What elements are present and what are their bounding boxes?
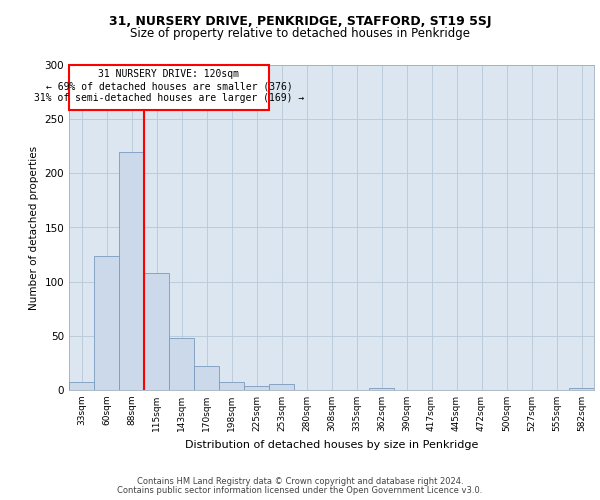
Bar	[144, 273, 169, 390]
Text: 31% of semi-detached houses are larger (169) →: 31% of semi-detached houses are larger (…	[34, 93, 304, 103]
Bar	[194, 366, 219, 390]
Bar	[94, 256, 119, 390]
Y-axis label: Number of detached properties: Number of detached properties	[29, 146, 39, 310]
Bar	[269, 384, 294, 390]
Text: Size of property relative to detached houses in Penkridge: Size of property relative to detached ho…	[130, 28, 470, 40]
Bar	[219, 382, 244, 390]
X-axis label: Distribution of detached houses by size in Penkridge: Distribution of detached houses by size …	[185, 440, 478, 450]
Text: ← 69% of detached houses are smaller (376): ← 69% of detached houses are smaller (37…	[46, 81, 292, 91]
Bar	[69, 65, 269, 110]
Bar	[569, 388, 594, 390]
Bar	[169, 338, 194, 390]
Text: 31 NURSERY DRIVE: 120sqm: 31 NURSERY DRIVE: 120sqm	[98, 70, 239, 80]
Text: Contains HM Land Registry data © Crown copyright and database right 2024.: Contains HM Land Registry data © Crown c…	[137, 477, 463, 486]
Text: 31, NURSERY DRIVE, PENKRIDGE, STAFFORD, ST19 5SJ: 31, NURSERY DRIVE, PENKRIDGE, STAFFORD, …	[109, 15, 491, 28]
Bar	[69, 382, 94, 390]
Text: Contains public sector information licensed under the Open Government Licence v3: Contains public sector information licen…	[118, 486, 482, 495]
Bar	[244, 386, 269, 390]
Bar	[119, 152, 144, 390]
Bar	[369, 388, 394, 390]
